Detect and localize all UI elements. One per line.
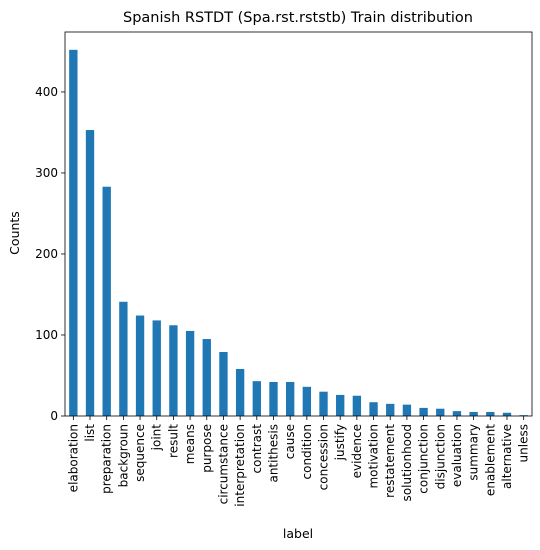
x-axis-label: label xyxy=(283,526,313,541)
bar-circumstance xyxy=(219,352,228,416)
plot-frame xyxy=(64,31,533,417)
y-axis-ticks: 0 100 200 300 400 xyxy=(35,85,65,423)
x-tick-label: concession xyxy=(317,424,331,490)
x-tick-label: motivation xyxy=(367,424,381,489)
x-tick-label: preparation xyxy=(100,424,114,494)
y-tick-label: 200 xyxy=(35,247,58,261)
bar-antithesis xyxy=(269,381,278,416)
bar-condition xyxy=(302,386,312,416)
bar-evidence xyxy=(352,395,362,416)
bar-backgroun xyxy=(119,301,128,416)
bar-restatement xyxy=(386,403,395,416)
x-tick-label: elaboration xyxy=(66,424,80,492)
bar-disjunction xyxy=(436,408,445,416)
bar-concession xyxy=(319,391,328,416)
x-tick-label: evaluation xyxy=(450,424,464,487)
bar-motivation xyxy=(369,402,378,416)
x-tick-label: joint xyxy=(150,424,164,452)
x-tick-label: evidence xyxy=(350,424,364,478)
x-tick-label: means xyxy=(183,424,197,464)
x-tick-label: circumstance xyxy=(216,424,230,504)
bar-evaluation xyxy=(452,411,462,416)
x-tick-label: antithesis xyxy=(266,424,280,483)
bar-conjunction xyxy=(419,407,428,416)
bar-interpretation xyxy=(235,369,245,416)
x-tick-label: sequence xyxy=(133,424,147,482)
bar-elaboration xyxy=(69,49,78,416)
bar-means xyxy=(185,330,195,416)
bar-alternative xyxy=(502,412,512,416)
bar-result xyxy=(169,325,178,416)
x-tick-label: unless xyxy=(517,424,531,462)
x-tick-label: condition xyxy=(300,424,314,479)
y-axis-label: Counts xyxy=(7,211,22,255)
x-tick-label: contrast xyxy=(250,424,264,474)
bar-cause xyxy=(285,381,295,416)
bar-summary xyxy=(469,411,478,416)
x-tick-label: conjunction xyxy=(417,424,431,494)
x-tick-label: restatement xyxy=(383,424,397,498)
bar-purpose xyxy=(202,339,211,416)
x-tick-label: list xyxy=(83,424,97,442)
x-tick-label: summary xyxy=(467,424,481,481)
bar-preparation xyxy=(102,186,111,416)
bar-joint xyxy=(152,320,161,416)
bar-list xyxy=(85,130,95,416)
x-tick-label: purpose xyxy=(200,424,214,473)
chart-title: Spanish RSTDT (Spa.rst.rststb) Train dis… xyxy=(123,10,473,26)
x-tick-label: alternative xyxy=(500,424,514,489)
x-axis-ticks: elaboration list preparation backgroun seque… xyxy=(66,416,531,507)
bar-justify xyxy=(336,394,345,416)
x-tick-label: interpretation xyxy=(233,424,247,507)
x-tick-label: backgroun xyxy=(116,424,130,487)
bar-contrast xyxy=(252,381,261,416)
y-tick-label: 0 xyxy=(50,409,58,423)
y-tick-label: 100 xyxy=(35,328,58,342)
bar-solutionhood xyxy=(402,404,412,416)
bar-enablement xyxy=(486,411,495,416)
y-tick-label: 400 xyxy=(35,85,58,99)
x-tick-label: solutionhood xyxy=(400,424,414,501)
x-tick-label: result xyxy=(166,424,180,458)
y-tick-label: 300 xyxy=(35,166,58,180)
bars-group xyxy=(69,49,528,416)
x-tick-label: enablement xyxy=(483,424,497,496)
x-tick-label: cause xyxy=(283,424,297,459)
x-tick-label: justify xyxy=(333,424,347,461)
x-tick-label: disjunction xyxy=(433,424,447,489)
bar-sequence xyxy=(135,315,145,416)
bar-unless xyxy=(519,415,528,416)
